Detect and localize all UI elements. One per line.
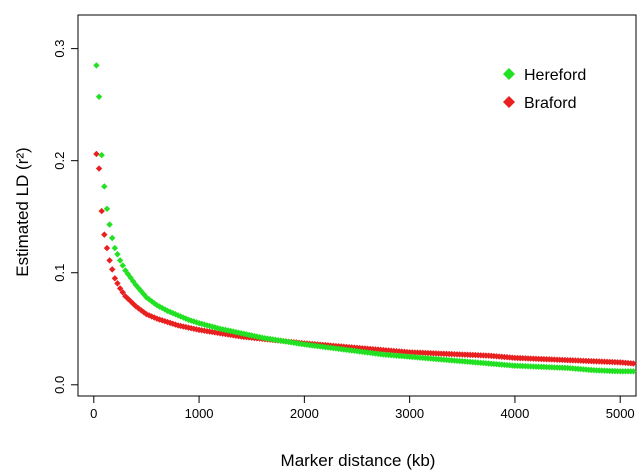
data-point [116, 285, 124, 292]
data-point [122, 293, 129, 300]
y-tick-label: 0.3 [52, 40, 67, 58]
legend-label-braford: Braford [524, 95, 576, 112]
data-point [106, 221, 113, 228]
plot-frame [77, 14, 637, 397]
data-point [177, 313, 184, 320]
data-point [214, 324, 221, 332]
data-point [164, 318, 171, 326]
x-tick-label: 2000 [290, 406, 319, 421]
data-point [109, 234, 116, 242]
legend: Hereford Braford [503, 67, 586, 112]
data-point [198, 320, 205, 328]
data-point [122, 267, 129, 274]
x-tick-label: 1000 [185, 406, 214, 421]
data-point [143, 310, 150, 318]
x-axis-title: Marker distance (kb) [281, 451, 436, 470]
y-axis: 0.0 0.1 0.2 0.3 [52, 40, 78, 394]
y-tick-label: 0.2 [52, 152, 67, 170]
series-braford [93, 150, 637, 367]
x-tick-label: 0 [90, 406, 97, 421]
data-point [114, 280, 121, 287]
data-point [98, 207, 105, 215]
data-point [119, 262, 126, 269]
data-point [630, 368, 637, 375]
series-layer [93, 62, 637, 375]
data-point [109, 266, 116, 273]
data-point [95, 93, 103, 101]
data-point [103, 205, 111, 213]
x-tick-label: 4000 [500, 406, 529, 421]
data-point [164, 307, 171, 315]
data-point [95, 165, 103, 172]
x-tick-label: 5000 [606, 406, 635, 421]
legend-label-hereford: Hereford [524, 67, 586, 84]
y-axis-title: Estimated LD (r²) [13, 147, 32, 276]
data-point [124, 295, 132, 302]
data-point [111, 244, 119, 252]
y-tick-label: 0.1 [52, 264, 67, 282]
data-point [98, 151, 105, 159]
data-point [116, 257, 124, 264]
legend-marker-braford [503, 96, 515, 108]
data-point [106, 257, 113, 264]
x-tick-label: 3000 [395, 406, 424, 421]
data-point [103, 244, 111, 252]
series-hereford [93, 62, 637, 375]
data-point [630, 360, 637, 367]
data-point [111, 275, 119, 282]
data-point [93, 150, 100, 158]
data-point [101, 183, 108, 190]
data-point [101, 231, 108, 238]
y-tick-label: 0.0 [52, 376, 67, 394]
data-point [124, 270, 132, 278]
data-point [119, 289, 126, 296]
data-point [114, 251, 121, 258]
x-axis: 0 1000 2000 3000 4000 5000 [90, 396, 635, 421]
data-point [93, 62, 100, 69]
legend-marker-hereford [503, 68, 515, 80]
